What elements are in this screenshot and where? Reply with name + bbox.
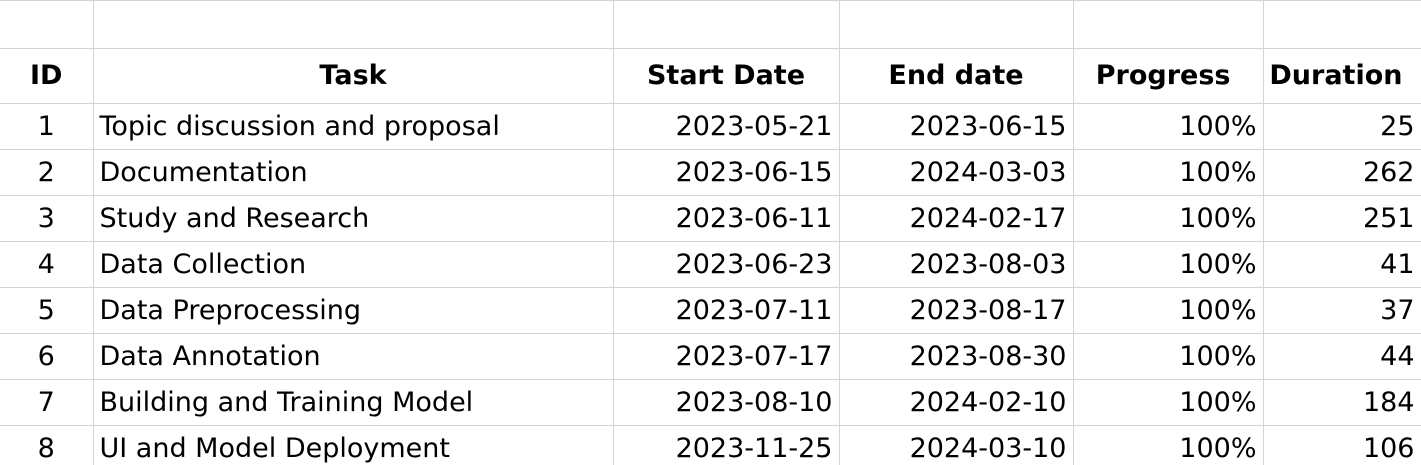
cell-id[interactable]: 5 (0, 287, 94, 334)
cell-progress[interactable]: 100% (1073, 287, 1264, 334)
cell-start-date[interactable]: 2023-07-17 (613, 333, 840, 380)
cell-end-date[interactable]: 2023-06-15 (839, 103, 1074, 150)
cell-task[interactable]: Data Preprocessing (93, 287, 614, 334)
cell-progress[interactable]: 100% (1073, 425, 1264, 465)
table-row: 8 UI and Model Deployment 2023-11-25 202… (0, 425, 1421, 465)
cell-duration[interactable]: 25 (1263, 103, 1421, 150)
cell-task[interactable]: Data Collection (93, 241, 614, 288)
cell-end-date[interactable]: 2023-08-30 (839, 333, 1074, 380)
cell-id[interactable]: 1 (0, 103, 94, 150)
cell-task[interactable]: Data Annotation (93, 333, 614, 380)
cell-end-date[interactable]: 2024-02-17 (839, 195, 1074, 242)
cell-task[interactable]: Study and Research (93, 195, 614, 242)
cell-duration[interactable]: 44 (1263, 333, 1421, 380)
cell-start-date[interactable]: 2023-07-11 (613, 287, 840, 334)
table-row: 2 Documentation 2023-06-15 2024-03-03 10… (0, 149, 1421, 196)
cell-end-date[interactable]: 2023-08-03 (839, 241, 1074, 288)
cell-task[interactable]: Building and Training Model (93, 379, 614, 426)
header-task[interactable]: Task (93, 48, 614, 104)
cell-end-date[interactable]: 2023-08-17 (839, 287, 1074, 334)
cell-id[interactable]: 3 (0, 195, 94, 242)
cell-duration[interactable]: 251 (1263, 195, 1421, 242)
cell-start-date[interactable]: 2023-06-11 (613, 195, 840, 242)
cell-end-date[interactable]: 2024-02-10 (839, 379, 1074, 426)
table-row: 7 Building and Training Model 2023-08-10… (0, 379, 1421, 426)
table-row: 3 Study and Research 2023-06-11 2024-02-… (0, 195, 1421, 242)
cell-start-date[interactable]: 2023-05-21 (613, 103, 840, 150)
cell-id[interactable]: 4 (0, 241, 94, 288)
table-row: 6 Data Annotation 2023-07-17 2023-08-30 … (0, 333, 1421, 380)
cell-id[interactable]: 2 (0, 149, 94, 196)
cell-duration[interactable]: 184 (1263, 379, 1421, 426)
cell-duration[interactable]: 37 (1263, 287, 1421, 334)
cell[interactable] (613, 0, 840, 49)
cell-progress[interactable]: 100% (1073, 333, 1264, 380)
empty-row (0, 0, 1421, 49)
cell-progress[interactable]: 100% (1073, 379, 1264, 426)
cell-start-date[interactable]: 2023-08-10 (613, 379, 840, 426)
header-row: ID Task Start Date End date Progress Dur… (0, 48, 1421, 104)
cell-start-date[interactable]: 2023-06-23 (613, 241, 840, 288)
header-progress[interactable]: Progress (1073, 48, 1264, 104)
cell-id[interactable]: 7 (0, 379, 94, 426)
cell-task[interactable]: Documentation (93, 149, 614, 196)
cell-end-date[interactable]: 2024-03-03 (839, 149, 1074, 196)
cell[interactable] (93, 0, 614, 49)
cell-progress[interactable]: 100% (1073, 195, 1264, 242)
header-start-date[interactable]: Start Date (613, 48, 840, 104)
cell[interactable] (1073, 0, 1264, 49)
cell-task[interactable]: UI and Model Deployment (93, 425, 614, 465)
cell-progress[interactable]: 100% (1073, 149, 1264, 196)
cell-id[interactable]: 8 (0, 425, 94, 465)
cell-start-date[interactable]: 2023-06-15 (613, 149, 840, 196)
cell-progress[interactable]: 100% (1073, 103, 1264, 150)
cell-duration[interactable]: 262 (1263, 149, 1421, 196)
header-end-date[interactable]: End date (839, 48, 1074, 104)
cell[interactable] (839, 0, 1074, 49)
cell-task[interactable]: Topic discussion and proposal (93, 103, 614, 150)
cell-end-date[interactable]: 2024-03-10 (839, 425, 1074, 465)
cell[interactable] (0, 0, 94, 49)
cell[interactable] (1263, 0, 1421, 49)
table-row: 4 Data Collection 2023-06-23 2023-08-03 … (0, 241, 1421, 288)
cell-duration[interactable]: 106 (1263, 425, 1421, 465)
table-row: 1 Topic discussion and proposal 2023-05-… (0, 103, 1421, 150)
cell-start-date[interactable]: 2023-11-25 (613, 425, 840, 465)
cell-progress[interactable]: 100% (1073, 241, 1264, 288)
header-id[interactable]: ID (0, 48, 94, 104)
table-row: 5 Data Preprocessing 2023-07-11 2023-08-… (0, 287, 1421, 334)
cell-id[interactable]: 6 (0, 333, 94, 380)
cell-duration[interactable]: 41 (1263, 241, 1421, 288)
header-duration[interactable]: Duration (1263, 48, 1421, 104)
